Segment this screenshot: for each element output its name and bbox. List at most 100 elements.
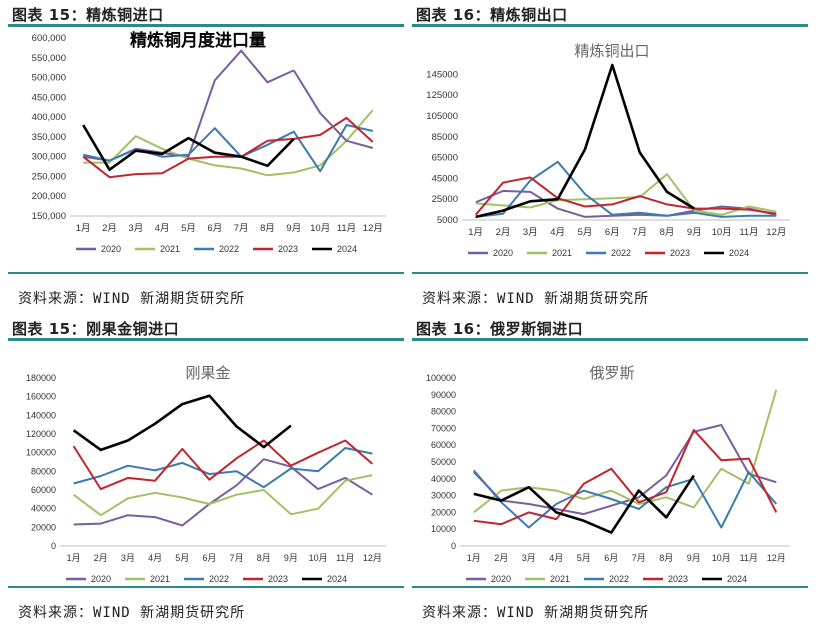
header-rule — [412, 24, 808, 27]
y-tick-label: 550,000 — [32, 53, 66, 64]
series-line-2021 — [83, 109, 374, 177]
series-line-2022 — [82, 124, 374, 173]
y-tick-label: 0 — [51, 541, 56, 551]
y-tick-label: 400,000 — [32, 112, 66, 123]
y-tick-label: 500,000 — [32, 73, 66, 84]
x-tick-label: 11月 — [740, 553, 758, 563]
x-tick-label: 7月 — [632, 553, 646, 563]
chart-title: 刚果金 — [185, 365, 230, 382]
x-tick-label: 4月 — [155, 223, 170, 234]
series-line-2024 — [473, 474, 695, 534]
y-tick-label: 20000 — [31, 522, 56, 532]
x-tick-label: 5月 — [181, 223, 196, 234]
x-tick-label: 10月 — [712, 227, 732, 238]
x-tick-label: 2月 — [496, 227, 511, 238]
header-rule — [8, 338, 404, 341]
y-tick-label: 250,000 — [32, 171, 66, 182]
x-tick-label: 10月 — [310, 223, 330, 234]
drc-copper-import-chart: 刚果金 0 20000 40000 60000 80000 100000 120000 1400… — [26, 365, 386, 582]
x-tick-label: 4月 — [549, 553, 563, 563]
x-tick-label: 3月 — [128, 223, 143, 234]
legend-label-2022: 2022 — [609, 574, 629, 582]
series-line-2021 — [473, 389, 778, 514]
x-tick-label: 1月 — [67, 553, 81, 563]
y-tick-label: 40000 — [431, 474, 456, 484]
y-tick-label: 150,000 — [32, 211, 66, 222]
legend-label-2020: 2020 — [493, 248, 513, 258]
x-tick-label: 8月 — [660, 227, 675, 238]
y-tick-label: 60000 — [31, 485, 56, 495]
legend-label-2024: 2024 — [337, 244, 357, 254]
panel-russia-copper-import: 图表 16：俄罗斯铜进口 俄罗斯 0 10000 20000 30000 40000 500… — [412, 316, 816, 626]
header-rule — [8, 24, 404, 27]
y-tick-label: 30000 — [431, 491, 456, 501]
legend-label-2024: 2024 — [727, 574, 747, 582]
x-tick-label: 7月 — [234, 223, 249, 234]
y-tick-label: 20000 — [431, 507, 456, 517]
y-tick-label: 100000 — [26, 448, 56, 458]
x-tick-label: 9月 — [284, 553, 298, 563]
legend-label-2023: 2023 — [668, 574, 688, 582]
x-tick-label: 10月 — [309, 553, 328, 563]
panel-header: 图表 15：精炼铜进口 — [8, 2, 404, 30]
x-tick-label: 6月 — [207, 223, 222, 234]
x-tick-label: 9月 — [687, 227, 702, 238]
panel-heading: 图表 16：俄罗斯铜进口 — [416, 320, 584, 338]
x-tick-label: 9月 — [687, 553, 701, 563]
y-tick-label: 200,000 — [32, 191, 66, 202]
y-tick-label: 140000 — [26, 410, 56, 420]
series-line-2020 — [475, 189, 777, 218]
legend-label-2023: 2023 — [268, 574, 288, 582]
x-tick-label: 2月 — [94, 553, 108, 563]
series-line-2022 — [475, 160, 777, 218]
series-line-2020 — [473, 424, 777, 516]
panel-header: 图表 16：精炼铜出口 — [412, 2, 808, 30]
footer-rule — [8, 272, 404, 274]
y-tick-label: 45000 — [432, 173, 458, 184]
x-tick-label: 6月 — [605, 227, 620, 238]
x-tick-label: 3月 — [121, 553, 135, 563]
x-tick-label: 6月 — [604, 553, 618, 563]
x-tick-label: 7月 — [632, 227, 647, 238]
legend-label-2024: 2024 — [729, 248, 749, 258]
series-line-2020 — [292, 69, 374, 149]
y-tick-label: 160000 — [26, 392, 56, 402]
x-tick-label: 3月 — [523, 227, 538, 238]
series-line-2022 — [73, 447, 373, 489]
y-tick-label: 300,000 — [32, 152, 66, 163]
x-tick-label: 8月 — [260, 223, 275, 234]
x-tick-label: 12月 — [766, 227, 786, 238]
x-tick-label: 12月 — [363, 553, 382, 563]
series-line-2024 — [82, 124, 295, 171]
refined-copper-import-chart: 精炼铜月度进口量 150,000 200,000 250,000 300,000 350,… — [32, 30, 386, 254]
y-tick-label: 600,000 — [32, 33, 66, 44]
y-tick-label: 70000 — [431, 423, 456, 433]
x-tick-label: 12月 — [767, 553, 786, 563]
x-tick-label: 6月 — [202, 553, 216, 563]
x-tick-label: 11月 — [336, 553, 354, 563]
y-tick-label: 90000 — [431, 390, 456, 400]
x-tick-label: 4月 — [550, 227, 565, 238]
x-tick-label: 1月 — [76, 223, 91, 234]
y-tick-label: 40000 — [31, 504, 56, 514]
x-tick-label: 1月 — [467, 553, 481, 563]
series-line-2024 — [475, 63, 695, 219]
y-tick-label: 85000 — [432, 132, 458, 143]
refined-copper-export-chart: 精炼铜出口 5000 25000 45000 65000 85000 105000 12500… — [426, 43, 790, 258]
x-tick-label: 1月 — [468, 227, 483, 238]
panel-heading: 图表 15：刚果金铜进口 — [12, 320, 180, 338]
russia-copper-import-chart: 俄罗斯 0 10000 20000 30000 40000 50000 60000 70000 8… — [426, 365, 790, 582]
series-line-2020 — [73, 458, 373, 527]
panel-heading: 图表 15：精炼铜进口 — [12, 6, 164, 24]
series-line-2021 — [475, 173, 777, 216]
y-tick-label: 60000 — [431, 440, 456, 450]
x-tick-label: 2月 — [494, 553, 508, 563]
x-tick-label: 11月 — [739, 227, 758, 238]
x-tick-label: 8月 — [257, 553, 271, 563]
legend-label-2021: 2021 — [550, 574, 570, 582]
series-line-2024 — [72, 394, 292, 452]
y-tick-label: 125000 — [426, 90, 458, 101]
y-tick-label: 10000 — [431, 524, 456, 534]
legend-label-2020: 2020 — [91, 574, 111, 582]
panel-refined-copper-import: 图表 15：精炼铜进口 精炼铜月度进口量 150,000 200,000 250,00… — [8, 2, 412, 312]
